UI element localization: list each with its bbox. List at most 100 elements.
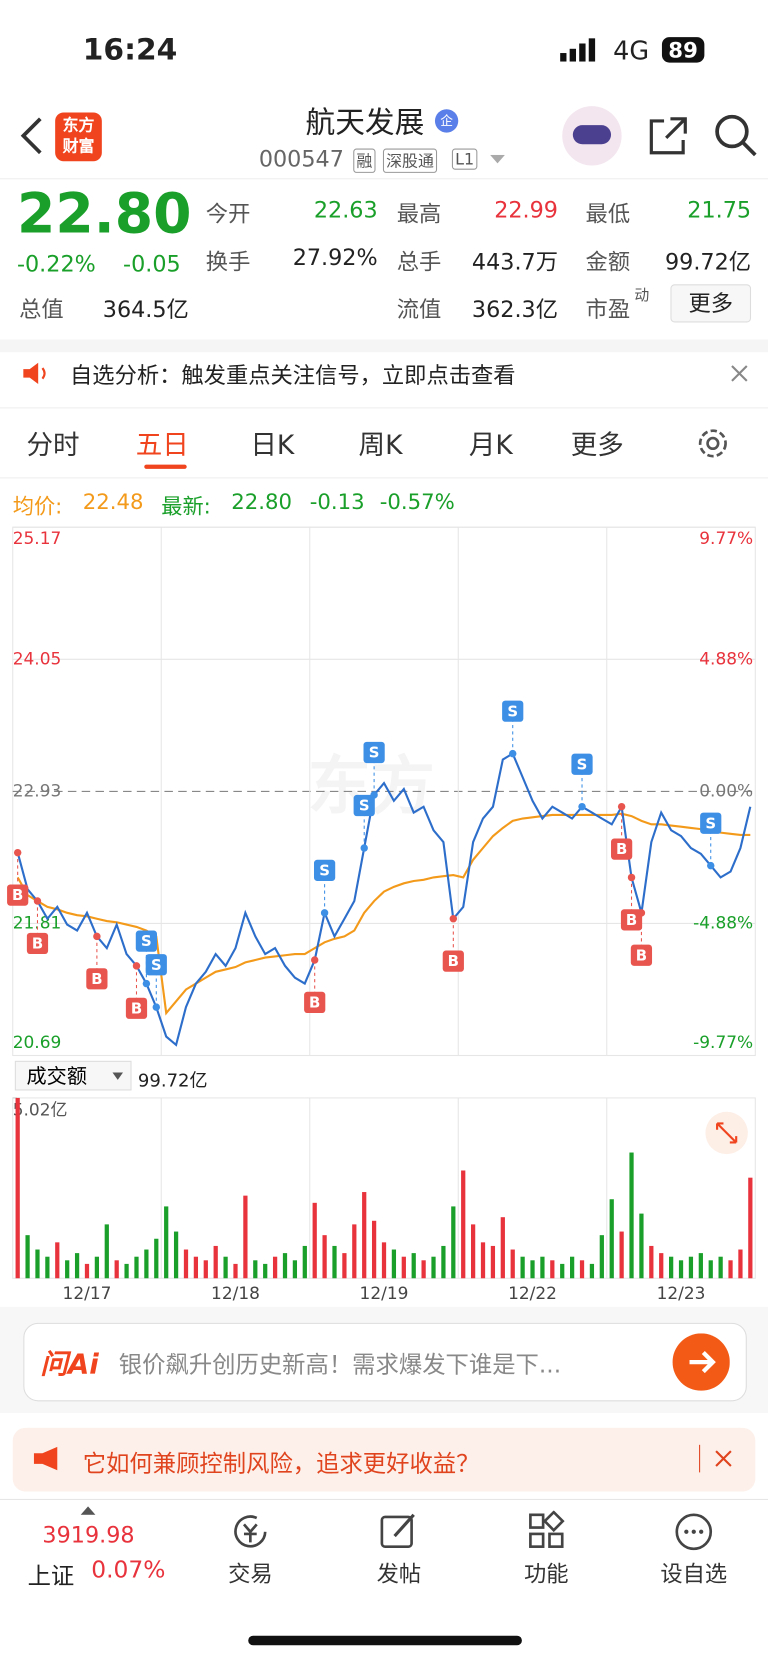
tab[interactable]: 更多: [570, 429, 624, 461]
marker-label: B: [12, 886, 23, 904]
marker-dot: [637, 909, 646, 917]
volume-bar: [698, 1253, 703, 1279]
dropdown-icon[interactable]: [490, 154, 505, 166]
y-tick-label: 20.69: [13, 1033, 62, 1053]
post-icon[interactable]: [378, 1511, 420, 1553]
field-label: 金额: [585, 249, 631, 275]
volume-bar: [55, 1242, 60, 1279]
field-value: 362.3亿: [471, 297, 558, 323]
nav-item[interactable]: 功能: [524, 1561, 569, 1587]
watchlist-icon[interactable]: [673, 1511, 715, 1553]
marker-box: [135, 930, 157, 952]
signal-icon: [560, 38, 596, 62]
volume-bar: [540, 1256, 545, 1279]
battery: 89: [661, 37, 705, 63]
marker-dot: [132, 962, 141, 970]
volume-bar: [173, 1231, 179, 1279]
volume-total: 99.72亿: [137, 1070, 208, 1092]
volume-bar: [144, 1249, 149, 1279]
last-pct: -0.57%: [379, 489, 455, 515]
index-value[interactable]: 3919.98: [42, 1522, 135, 1548]
marker-box: [571, 753, 593, 775]
tab[interactable]: 日K: [250, 429, 295, 461]
index-name[interactable]: 上证: [27, 1563, 75, 1591]
ai-brand: 问Ai: [40, 1349, 99, 1382]
last-value: 22.80: [231, 489, 293, 515]
nav-item[interactable]: 设自选: [660, 1561, 728, 1587]
share-icon[interactable]: [647, 115, 689, 157]
promo-close[interactable]: [715, 1450, 732, 1467]
volume-selector[interactable]: 成交额: [14, 1060, 132, 1091]
marker-box: [86, 968, 108, 990]
volume-bar: [609, 1199, 614, 1279]
volume-bar: [738, 1249, 743, 1279]
search-icon[interactable]: [713, 112, 758, 157]
ai-input[interactable]: [23, 1322, 747, 1402]
volume-bar: [15, 1097, 20, 1279]
marker-box: [611, 838, 633, 860]
marker-box: [620, 909, 643, 931]
tab[interactable]: 月K: [468, 429, 513, 461]
promo-banner[interactable]: [12, 1427, 756, 1492]
banner-text[interactable]: 自选分析：触发重点关注信号，立即点击查看: [70, 362, 516, 389]
volume-bar: [441, 1245, 446, 1279]
field-value: 99.72亿: [664, 249, 752, 275]
volume-bar: [94, 1256, 100, 1279]
field-label: 总值: [19, 297, 64, 323]
ai-send[interactable]: [672, 1333, 730, 1391]
speaker-icon: [23, 362, 46, 385]
trade-icon[interactable]: [229, 1511, 271, 1553]
marker-label: B: [32, 935, 43, 953]
home-indicator: [248, 1635, 522, 1646]
tab[interactable]: 周K: [358, 429, 403, 461]
index-pct[interactable]: 0.07%: [91, 1557, 166, 1584]
volume-bar: [74, 1253, 80, 1279]
marker-box: [125, 997, 148, 1019]
x-tick-label: 12/18: [211, 1284, 260, 1304]
tab[interactable]: 分时: [26, 429, 80, 461]
marker-label: S: [151, 956, 162, 974]
volume-bar: [669, 1256, 674, 1279]
pct-tick-label: -4.88%: [693, 913, 753, 933]
marker-box: [700, 812, 722, 834]
marker-box: [145, 954, 167, 976]
pct-tick-label: 4.88%: [699, 649, 753, 669]
settings-icon[interactable]: [696, 426, 730, 460]
close-icon[interactable]: [730, 364, 749, 383]
field-sup: 动: [634, 287, 650, 305]
marker-dot: [509, 749, 517, 758]
volume-bar: [114, 1260, 119, 1279]
function-icon[interactable]: [526, 1510, 568, 1553]
last-change: -0.13: [309, 489, 365, 515]
volume-bar: [678, 1260, 684, 1279]
volume-bar: [223, 1256, 228, 1279]
avg-line: [16, 812, 751, 1016]
marker-label: B: [636, 946, 647, 964]
nav-item[interactable]: 发帖: [376, 1561, 422, 1587]
marker-dot: [370, 791, 378, 799]
back-button[interactable]: [19, 117, 44, 155]
tab-active[interactable]: 五日: [135, 429, 189, 461]
volume-bar: [510, 1249, 515, 1279]
volume-bar: [124, 1263, 129, 1279]
marker-label: S: [577, 755, 588, 773]
field-label: 流值: [396, 297, 442, 323]
divider: [0, 339, 768, 353]
marker-label: B: [309, 993, 320, 1011]
marker-box: [502, 700, 524, 722]
field-value: 27.92%: [292, 245, 378, 271]
volume-bar: [688, 1256, 694, 1279]
nav-item[interactable]: 交易: [228, 1561, 273, 1587]
pct-tick-label: 0.00%: [699, 781, 753, 801]
volume-bar: [530, 1260, 535, 1279]
logo-line: 东方: [62, 115, 95, 135]
more-button[interactable]: 更多: [670, 284, 752, 323]
marker-dot: [93, 932, 101, 941]
volume-bar: [579, 1260, 585, 1279]
volume-bar: [362, 1192, 367, 1279]
volume-bar: [659, 1253, 664, 1279]
x-tick-label: 12/17: [63, 1284, 112, 1304]
marker-dot: [707, 861, 715, 870]
app-logo: 东方 财富: [55, 112, 102, 162]
assistant-avatar[interactable]: [562, 106, 622, 166]
